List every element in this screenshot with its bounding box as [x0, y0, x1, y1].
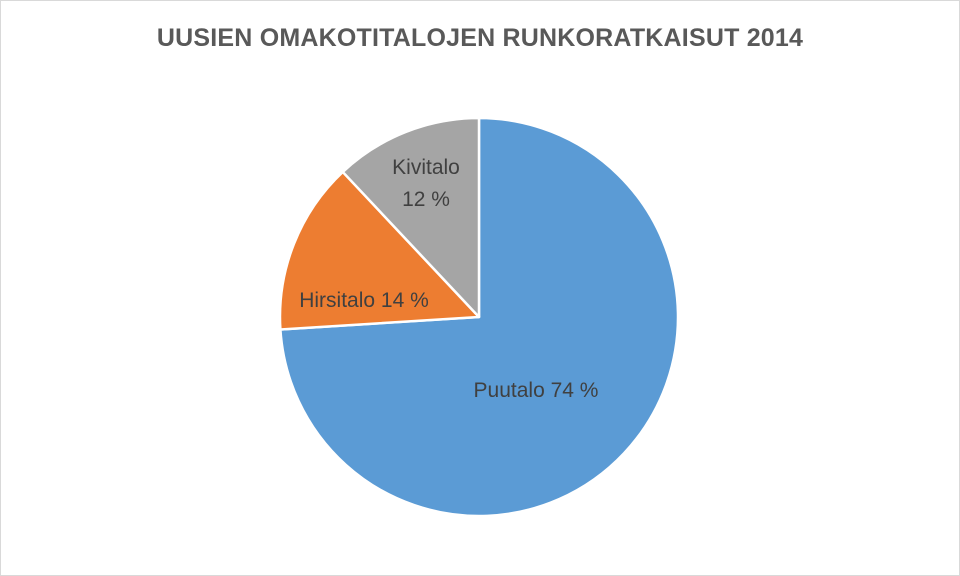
data-label-puutalo: Puutalo 74 %	[474, 379, 599, 402]
data-label-hirsitalo: Hirsitalo 14 %	[299, 289, 429, 312]
pie-slice-kivitalo	[341, 116, 481, 319]
data-label-kivitalo: Kivitalo 12 %	[392, 156, 460, 211]
pie-slice-hirsitalo	[278, 170, 481, 331]
chart-title: UUSIEN OMAKOTITALOJEN RUNKORATKAISUT 201…	[156, 24, 804, 52]
